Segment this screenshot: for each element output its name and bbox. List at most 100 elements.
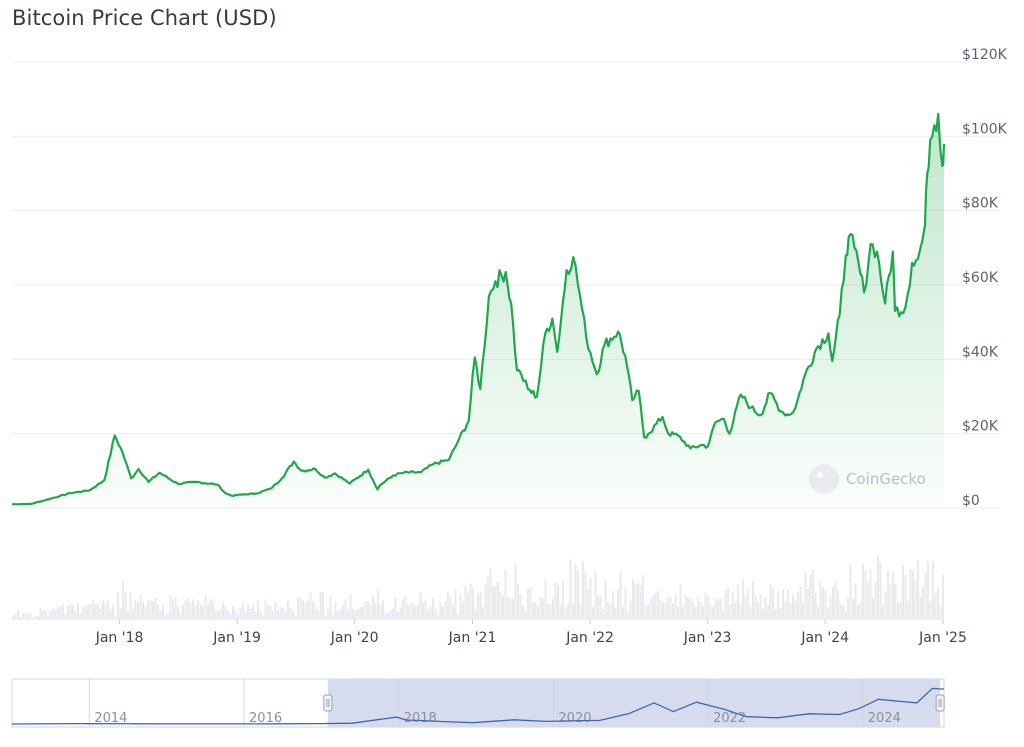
- volume-bar: [394, 597, 397, 619]
- volume-bar: [212, 600, 214, 619]
- volume-bar: [827, 607, 829, 619]
- volume-bar: [384, 612, 387, 619]
- volume-bar: [667, 597, 669, 619]
- price-series-line[interactable]: [11, 112, 946, 506]
- volume-bar: [854, 582, 857, 619]
- y-axis-labels: $0 $20K $40K $60K $80K $100K $120K: [962, 47, 1008, 509]
- volume-bar: [189, 602, 192, 619]
- volume-bar: [744, 594, 747, 619]
- volume-bar: [639, 584, 642, 619]
- volume-bar: [574, 564, 577, 619]
- volume-bar: [859, 601, 862, 619]
- volume-bar: [899, 601, 902, 619]
- volume-bar: [224, 606, 227, 619]
- volume-bar: [432, 597, 434, 619]
- volume-bar: [867, 582, 869, 619]
- volume-bar: [767, 604, 769, 619]
- volume-bar: [897, 602, 899, 619]
- volume-bar: [284, 611, 287, 619]
- navigator-left-handle[interactable]: [323, 694, 333, 712]
- volume-bar: [812, 569, 814, 619]
- volume-bar: [644, 605, 647, 619]
- volume-bar: [582, 561, 584, 619]
- volume-bar: [147, 600, 149, 619]
- volume-bar: [544, 579, 547, 619]
- x-axis-labels: Jan '18 Jan '19 Jan '20 Jan '21 Jan '22 Jan '…: [95, 619, 967, 646]
- volume-bar: [512, 598, 514, 619]
- x-tick-label: Jan '18: [95, 630, 144, 646]
- volume-bar: [302, 600, 304, 619]
- range-navigator: 2014 2016 2018 2020 2022 2024: [11, 678, 945, 728]
- volume-bar: [79, 613, 82, 619]
- coingecko-watermark: CoinGecko: [809, 464, 926, 494]
- volume-bar: [864, 570, 867, 619]
- volume-bar: [734, 600, 737, 619]
- volume-bar: [47, 615, 49, 619]
- volume-bar: [267, 604, 269, 619]
- volume-bar: [209, 598, 212, 619]
- volume-bar: [244, 612, 247, 619]
- navigator-selection[interactable]: [327, 679, 941, 727]
- volume-bar: [217, 610, 219, 619]
- volume-bar: [764, 597, 767, 619]
- volume-bar: [157, 604, 159, 619]
- volume-bar: [879, 562, 882, 619]
- volume-bar: [197, 601, 199, 619]
- volume-bar: [24, 613, 27, 619]
- volume-bar: [732, 591, 734, 619]
- volume-bar: [789, 602, 792, 619]
- volume-bar: [472, 587, 474, 619]
- volume-bar: [307, 600, 309, 619]
- volume-bar: [669, 596, 672, 619]
- volume-bar: [894, 583, 897, 619]
- volume-bar: [709, 605, 712, 619]
- volume-bar: [64, 614, 67, 619]
- watermark-text: CoinGecko: [846, 470, 926, 488]
- volume-bar: [464, 586, 467, 619]
- volume-bar: [869, 568, 872, 619]
- volume-bar: [507, 597, 509, 619]
- volume-bar: [759, 594, 762, 619]
- volume-bar: [942, 574, 944, 619]
- volume-bar: [259, 610, 262, 619]
- volume-bar: [149, 599, 152, 619]
- volume-bar: [272, 610, 274, 619]
- volume-bar: [29, 613, 32, 619]
- y-tick-label: $60K: [962, 270, 999, 286]
- volume-bar: [702, 605, 704, 619]
- volume-bar: [117, 591, 119, 619]
- volume-bar: [587, 588, 589, 619]
- volume-bar: [539, 597, 542, 619]
- volume-bar: [597, 595, 599, 619]
- volume-bar: [274, 602, 277, 619]
- volume-bar: [162, 605, 164, 619]
- volume-bar: [502, 595, 504, 619]
- volume-bar: [877, 555, 879, 619]
- volume-bar: [782, 589, 784, 619]
- volume-bar: [739, 603, 742, 619]
- volume-bar: [857, 605, 859, 619]
- navigator-right-handle[interactable]: [935, 694, 945, 712]
- volume-bar: [127, 610, 129, 619]
- volume-bar: [74, 610, 77, 619]
- volume-bar: [449, 596, 452, 619]
- volume-bar: [589, 578, 592, 619]
- volume-bar: [82, 606, 84, 619]
- volume-bar: [32, 617, 34, 619]
- volume-bar: [342, 604, 344, 619]
- volume-bar: [114, 615, 117, 619]
- volume-bar: [932, 561, 934, 619]
- volume-bar: [322, 591, 324, 619]
- volume-bar: [674, 593, 677, 619]
- volume-bar: [679, 584, 682, 619]
- volume-bar: [314, 605, 317, 619]
- volume-bar: [752, 580, 754, 619]
- volume-bar: [457, 615, 459, 619]
- volume-bar: [409, 603, 412, 619]
- volume-bar: [852, 598, 854, 619]
- volume-bar: [624, 588, 627, 619]
- volume-bar: [187, 598, 189, 619]
- navigator-year-label: 2016: [249, 711, 282, 726]
- volume-bar: [352, 608, 354, 619]
